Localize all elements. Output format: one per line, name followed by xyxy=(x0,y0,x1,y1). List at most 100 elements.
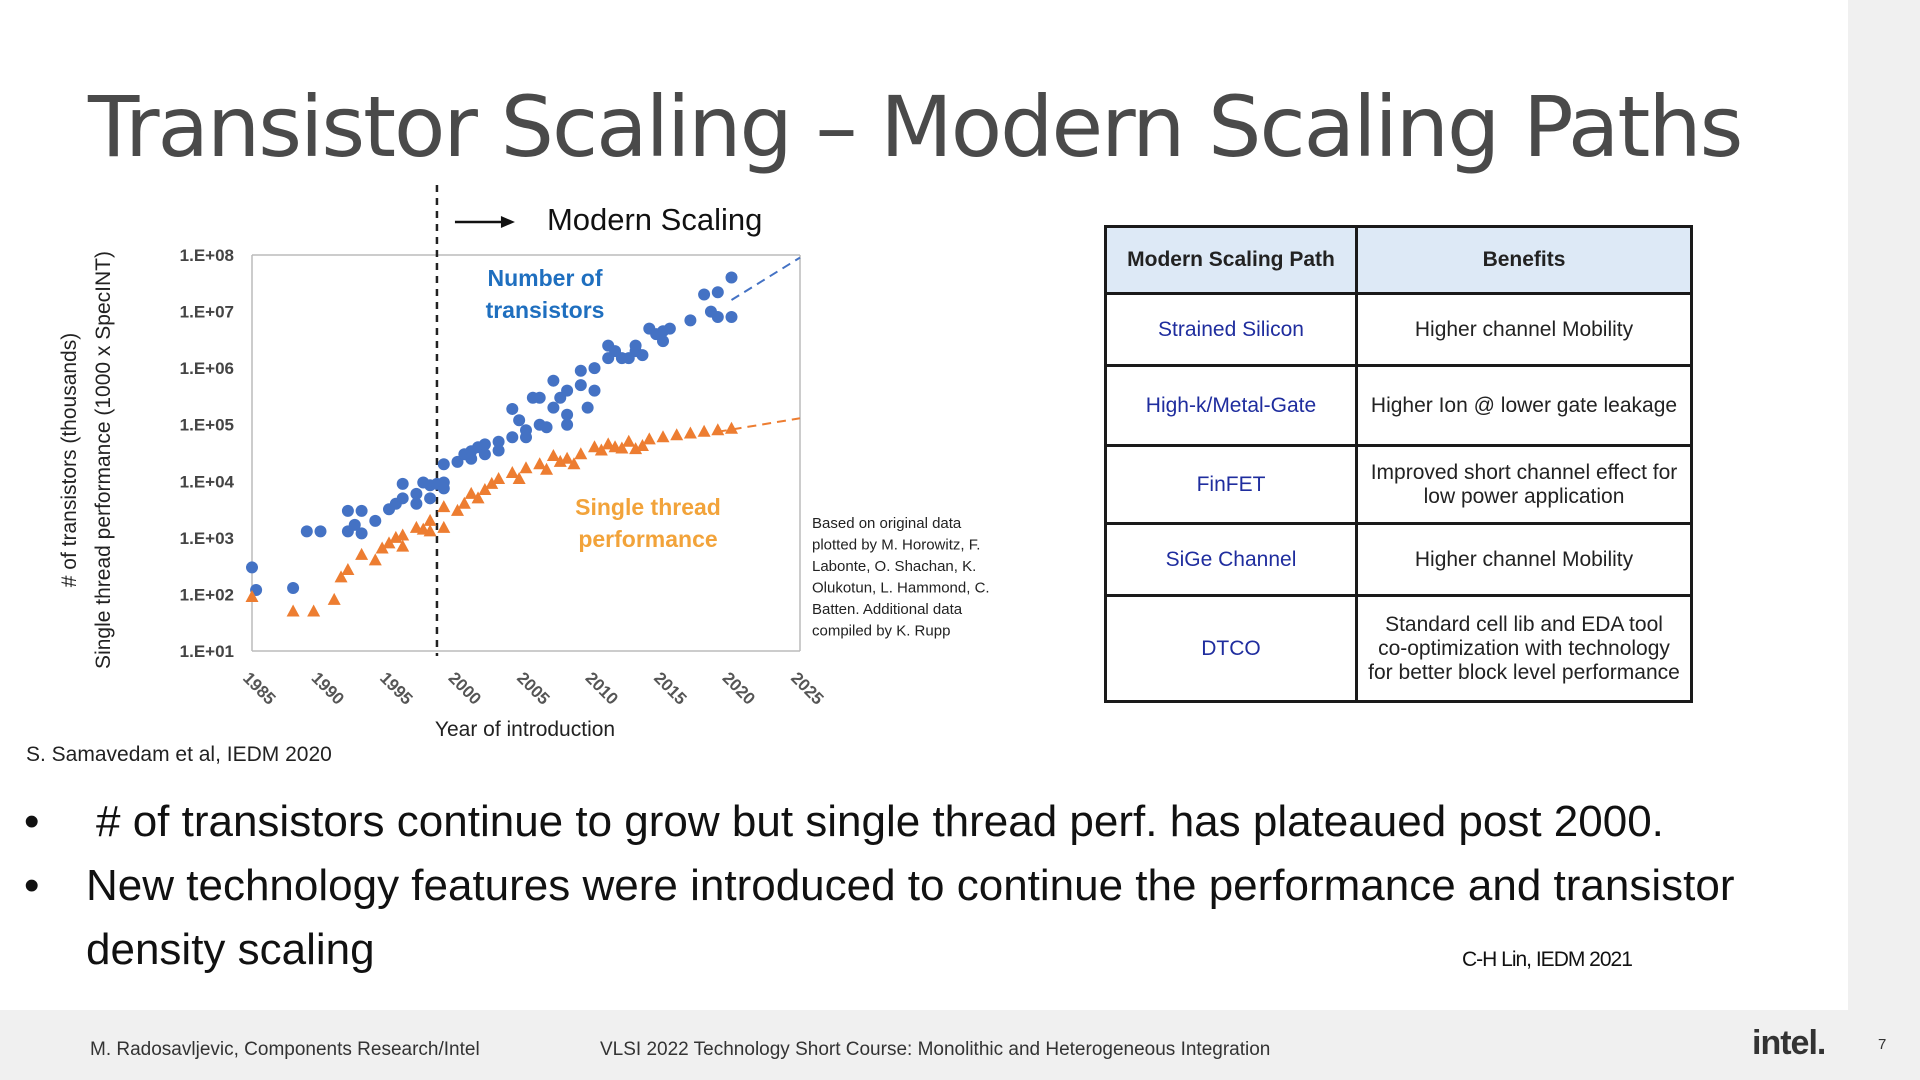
performance-data-point xyxy=(478,483,492,496)
bullet-item: • # of transistors continue to grow but … xyxy=(18,790,1838,854)
performance-data-point xyxy=(574,447,588,460)
performance-data-point xyxy=(307,604,321,617)
transistor-data-point xyxy=(396,492,409,505)
x-tick-label: 2000 xyxy=(445,668,485,708)
table-cell-benefit: Higher channel Mobility xyxy=(1355,522,1693,597)
x-tick-label: 1995 xyxy=(376,668,416,708)
transistor-data-point xyxy=(561,384,574,397)
transistor-data-point xyxy=(561,418,574,431)
x-tick-label: 2010 xyxy=(582,668,622,708)
series-label-performance: Single thread xyxy=(575,494,721,520)
transistor-data-point xyxy=(547,374,560,387)
y-tick-label: 1.E+04 xyxy=(180,472,235,491)
y-tick-label: 1.E+06 xyxy=(180,359,234,378)
transistor-scaling-chart: 1.E+01 1.E+02 1.E+03 1.E+04 1.E+05 1.E+06 1.E+… xyxy=(58,185,990,741)
table-cell-path: SiGe Channel xyxy=(1104,522,1358,597)
x-tick-label: 2025 xyxy=(787,668,827,708)
performance-data-point xyxy=(368,553,382,566)
performance-data-point xyxy=(697,424,711,437)
performance-data-point xyxy=(683,426,697,439)
y-tick-label: 1.E+01 xyxy=(180,642,234,661)
performance-data-point xyxy=(622,434,636,447)
table-cell-path: High-k/Metal-Gate xyxy=(1104,364,1358,447)
y-tick-label: 1.E+05 xyxy=(180,416,234,435)
performance-data-point xyxy=(471,491,485,504)
performance-data-point xyxy=(423,513,437,526)
performance-data-point xyxy=(642,432,656,445)
series-label-transistors: Number of xyxy=(488,265,603,291)
performance-data-point xyxy=(546,448,560,461)
right-margin-strip xyxy=(1848,0,1920,1080)
bullet-item: • New technology features were introduce… xyxy=(18,854,1838,982)
performance-data-point xyxy=(533,457,547,470)
transistor-data-point xyxy=(478,438,491,451)
performance-data-point xyxy=(615,441,629,454)
performance-data-point xyxy=(437,520,451,533)
modern-scaling-arrow-head xyxy=(500,216,515,228)
footer-author: M. Radosavljevic, Components Research/In… xyxy=(90,1039,480,1060)
transistor-data-point xyxy=(629,339,642,352)
source-note-line: Labonte, O. Shachan, K. xyxy=(812,558,976,575)
performance-data-point xyxy=(382,536,396,549)
transistor-data-point xyxy=(547,401,560,414)
table-cell-path: Strained Silicon xyxy=(1104,292,1358,367)
source-note-line: Olukotun, L. Hammond, C. xyxy=(812,580,990,597)
source-note-line: Batten. Additional data xyxy=(812,601,963,618)
performance-data-point xyxy=(601,437,615,450)
transistor-data-point xyxy=(574,379,587,392)
table-header-path: Modern Scaling Path xyxy=(1104,225,1358,295)
transistor-data-point xyxy=(533,391,546,404)
performance-data-point xyxy=(396,539,410,552)
transistor-data-point xyxy=(581,401,594,414)
performance-data-point xyxy=(492,471,506,484)
table-row: FinFET Improved short channel effect for… xyxy=(1104,444,1693,525)
performance-data-point xyxy=(670,428,684,441)
performance-data-point xyxy=(451,503,464,516)
performance-data-point xyxy=(540,462,554,475)
transistor-data-point xyxy=(300,525,313,538)
transistor-data-point xyxy=(424,492,437,505)
table-header-benefits: Benefits xyxy=(1355,225,1693,295)
transistor-data-point xyxy=(513,414,526,427)
page-number: 7 xyxy=(1878,1036,1887,1053)
performance-data-point xyxy=(594,443,608,456)
transistor-data-point xyxy=(540,421,553,434)
bullet-list: • # of transistors continue to grow but … xyxy=(18,790,1838,982)
performance-data-point xyxy=(423,524,437,537)
performance-data-point xyxy=(375,541,389,554)
table-cell-benefit: Improved short channel effect for low po… xyxy=(1355,444,1693,525)
transistor-data-point xyxy=(684,314,697,327)
modern-scaling-label: Modern Scaling xyxy=(547,202,762,237)
scaling-paths-table: Modern Scaling Path Benefits Strained Si… xyxy=(1104,225,1693,703)
transistor-data-point xyxy=(451,455,464,468)
transistor-data-point xyxy=(246,561,258,574)
performance-data-point xyxy=(464,486,478,499)
transistor-data-point xyxy=(588,362,601,375)
performance-data-point xyxy=(512,471,526,484)
transistor-data-point xyxy=(574,364,587,377)
x-tick-label: 1985 xyxy=(239,668,279,708)
table-row: DTCO Standard cell lib and EDA tool co-o… xyxy=(1104,594,1693,703)
table-header-row: Modern Scaling Path Benefits xyxy=(1104,225,1693,295)
table-cell-benefit: Higher Ion @ lower gate leakage xyxy=(1355,364,1693,447)
source-note-line: Based on original data xyxy=(812,515,962,532)
performance-data-point xyxy=(560,451,574,464)
performance-data-point xyxy=(656,430,670,443)
transistor-data-point xyxy=(636,349,649,362)
x-axis-label: Year of introduction xyxy=(435,718,615,741)
chart-citation: S. Samavedam et al, IEDM 2020 xyxy=(26,743,332,766)
y-axis-label-performance: Single thread performance (1000 x SpecIN… xyxy=(92,251,115,669)
source-note-line: compiled by K. Rupp xyxy=(812,623,950,640)
transistor-data-point xyxy=(711,286,724,299)
performance-data-point xyxy=(553,454,567,467)
transistor-data-point xyxy=(711,311,724,324)
transistor-data-point xyxy=(369,514,382,527)
performance-data-point xyxy=(519,461,533,474)
x-tick-label: 2015 xyxy=(650,668,690,708)
performance-data-point xyxy=(505,466,519,479)
performance-data-point xyxy=(711,423,725,436)
series-label-transistors: transistors xyxy=(486,297,605,323)
performance-data-point xyxy=(341,563,355,576)
x-tick-label: 1990 xyxy=(308,668,348,708)
trend-line-transistors xyxy=(730,256,801,301)
